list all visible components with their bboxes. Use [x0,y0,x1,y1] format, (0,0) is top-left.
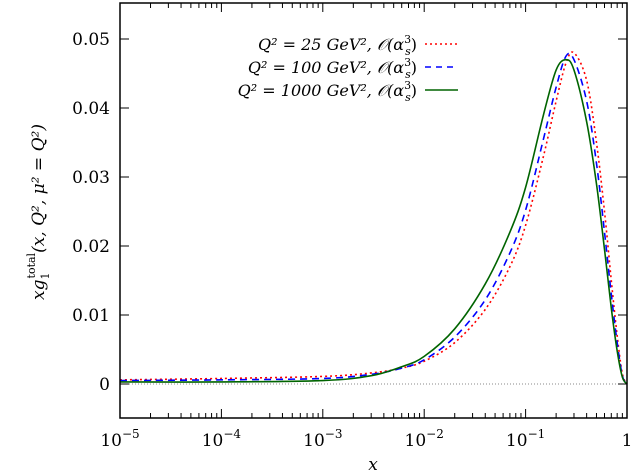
x-tick-label: 10−5 [100,427,139,451]
series-layer [119,51,628,385]
x-tick-label: 10−2 [405,427,444,451]
svg-text:xg1total(x, Q², μ² = Q²): xg1total(x, Q², μ² = Q²) [25,124,52,300]
y-tick-label: 0.03 [72,168,110,188]
x-tick-labels: 10−5 10−4 10−3 10−2 10−1 1 [100,427,632,451]
y-tick-labels: 0 0.01 0.02 0.03 0.04 0.05 [72,30,110,395]
series-line-1 [119,51,628,385]
y-axis-title: xg1total(x, Q², μ² = Q²) [25,124,52,300]
axis-ticks [119,3,627,418]
y-tick-label: 0.01 [72,306,110,326]
x-tick-label: 1 [622,431,633,451]
series-line-2 [119,52,628,385]
x-tick-label: 10−1 [506,427,545,451]
plot-frame [119,2,628,419]
legend-label: Q² = 100 GeV², 𝒪(α3 s) [248,56,417,81]
y-tick-label: 0.05 [72,30,110,50]
y-tick-label: 0.02 [72,237,110,257]
series-line-3 [119,58,628,385]
y-tick-label: 0.04 [72,99,110,119]
x-tick-label: 10−3 [303,427,342,451]
y-tick-label: 0 [99,375,110,395]
legend: Q² = 25 GeV², 𝒪(α3 s)Q² = 100 GeV², 𝒪(α3 s… [238,33,458,104]
x-tick-label: 10−4 [202,427,242,451]
x-axis-title: x [368,455,378,475]
legend-label: Q² = 1000 GeV², 𝒪(α3 s) [238,79,417,104]
legend-label: Q² = 25 GeV², 𝒪(α3 s) [258,33,417,58]
